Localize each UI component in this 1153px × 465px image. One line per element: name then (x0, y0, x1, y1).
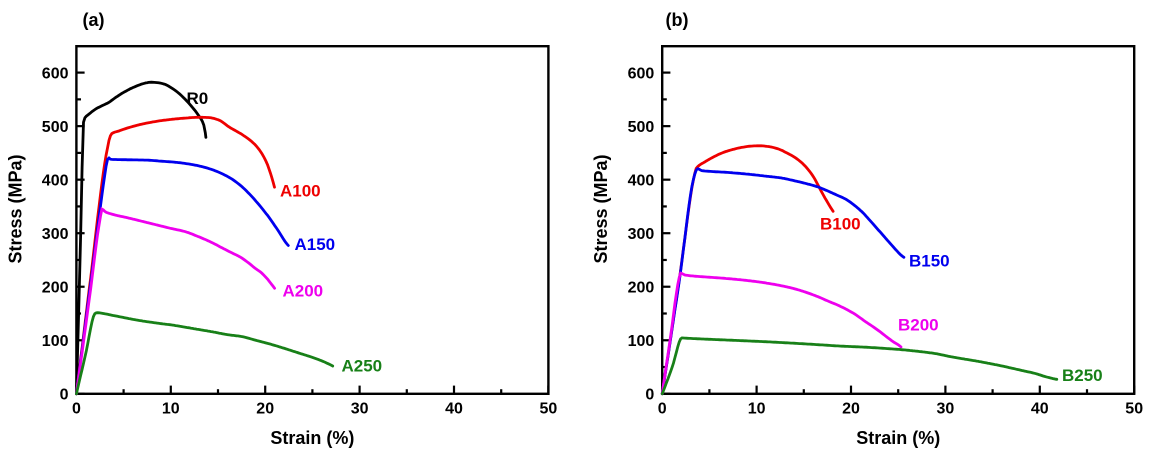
svg-text:0: 0 (645, 387, 654, 404)
svg-text:20: 20 (842, 401, 860, 418)
svg-text:10: 10 (748, 401, 766, 418)
svg-text:100: 100 (42, 333, 69, 350)
svg-text:B150: B150 (909, 252, 950, 271)
svg-text:300: 300 (628, 226, 655, 243)
svg-text:30: 30 (937, 401, 955, 418)
svg-text:R0: R0 (187, 89, 209, 108)
svg-text:400: 400 (628, 172, 655, 189)
svg-text:500: 500 (628, 119, 655, 136)
svg-text:600: 600 (628, 65, 655, 82)
svg-text:A250: A250 (342, 357, 383, 376)
svg-text:10: 10 (162, 401, 180, 418)
svg-text:0: 0 (658, 401, 667, 418)
svg-text:0: 0 (60, 387, 69, 404)
svg-text:A100: A100 (280, 182, 321, 201)
svg-text:0: 0 (72, 401, 81, 418)
svg-text:40: 40 (445, 401, 463, 418)
svg-text:Stress (MPa): Stress (MPa) (591, 154, 611, 263)
svg-text:Strain (%): Strain (%) (270, 428, 354, 448)
svg-text:40: 40 (1031, 401, 1049, 418)
svg-text:B250: B250 (1062, 366, 1103, 385)
svg-text:A200: A200 (283, 282, 324, 301)
svg-text:20: 20 (256, 401, 274, 418)
svg-text:200: 200 (42, 279, 69, 296)
svg-text:500: 500 (42, 119, 69, 136)
svg-text:A150: A150 (295, 235, 336, 254)
svg-text:200: 200 (628, 279, 655, 296)
svg-text:600: 600 (42, 65, 69, 82)
svg-text:B200: B200 (898, 316, 939, 335)
svg-text:300: 300 (42, 226, 69, 243)
svg-text:50: 50 (1125, 401, 1143, 418)
svg-text:50: 50 (540, 401, 558, 418)
svg-text:Strain (%): Strain (%) (856, 428, 940, 448)
svg-text:400: 400 (42, 172, 69, 189)
svg-text:(b): (b) (666, 10, 689, 30)
svg-text:30: 30 (351, 401, 369, 418)
svg-text:(a): (a) (83, 10, 105, 30)
svg-text:B100: B100 (820, 215, 861, 234)
svg-text:100: 100 (628, 333, 655, 350)
svg-text:Stress (MPa): Stress (MPa) (5, 154, 25, 263)
